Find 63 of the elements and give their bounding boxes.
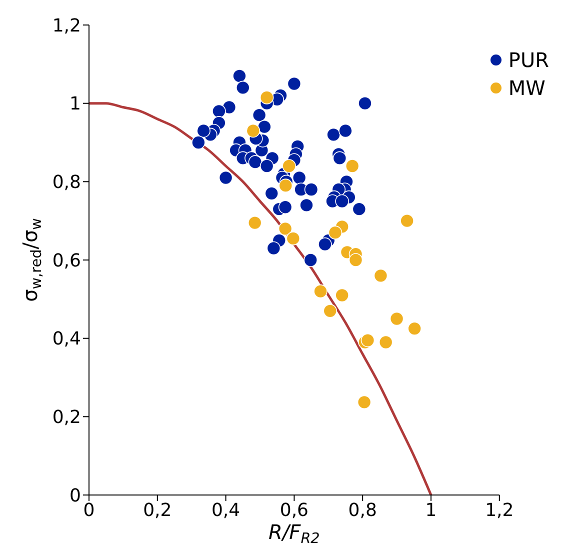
- point: [278, 222, 292, 236]
- point: [326, 128, 340, 142]
- point: [335, 194, 349, 208]
- point: [266, 241, 281, 256]
- y-tick-label: 0,2: [52, 407, 81, 428]
- point: [278, 178, 293, 192]
- x-tick-label: 1,2: [485, 500, 514, 521]
- point: [314, 284, 328, 298]
- point: [335, 288, 349, 302]
- point: [292, 170, 306, 185]
- point: [332, 151, 347, 166]
- point: [278, 200, 292, 214]
- point: [248, 155, 262, 169]
- point: [348, 253, 363, 267]
- point: [287, 76, 302, 91]
- point: [400, 214, 414, 228]
- x-axis-title: R/F$_{R2}$: [268, 520, 320, 546]
- point: [218, 170, 233, 185]
- point: [196, 124, 210, 138]
- point: [264, 186, 279, 200]
- legend-label: PUR: [508, 48, 549, 72]
- point: [357, 395, 372, 410]
- point: [260, 90, 274, 104]
- x-tick-label: 0,8: [348, 500, 377, 521]
- point: [286, 232, 300, 246]
- point: [246, 124, 260, 138]
- x-tick-label: 0: [83, 500, 95, 521]
- point: [248, 216, 262, 230]
- x-tick-label: 1: [425, 500, 437, 521]
- y-tick-label: 1: [70, 94, 81, 115]
- line-series: [89, 102, 432, 495]
- point: [352, 202, 366, 216]
- y-tick-label: 0,6: [52, 250, 81, 272]
- point: [282, 159, 296, 173]
- legend-label: MW: [508, 76, 546, 100]
- point: [408, 322, 422, 336]
- point: [358, 96, 372, 110]
- point: [192, 136, 206, 150]
- point: [345, 159, 360, 173]
- point: [212, 104, 226, 118]
- y-tick-label: 0,4: [52, 328, 81, 350]
- y-tick-label: 1,2: [52, 15, 81, 36]
- point: [258, 120, 272, 134]
- point: [260, 159, 274, 173]
- point: [323, 304, 338, 318]
- point: [338, 124, 352, 138]
- y-tick-label: 0: [70, 485, 81, 506]
- point: [304, 182, 318, 196]
- point: [318, 237, 332, 252]
- x-tick-label: 0,6: [280, 500, 309, 521]
- point: [236, 80, 250, 95]
- point: [304, 253, 318, 267]
- x-tick-label: 0,4: [211, 500, 240, 521]
- x-tick-label: 0,2: [143, 500, 172, 521]
- point: [328, 226, 342, 240]
- point: [360, 333, 375, 348]
- point: [390, 312, 404, 326]
- point: [252, 108, 266, 122]
- point: [374, 268, 388, 283]
- point: [300, 198, 314, 212]
- point: [232, 69, 246, 83]
- point: [378, 335, 393, 350]
- y-tick-label: 0,8: [52, 172, 81, 194]
